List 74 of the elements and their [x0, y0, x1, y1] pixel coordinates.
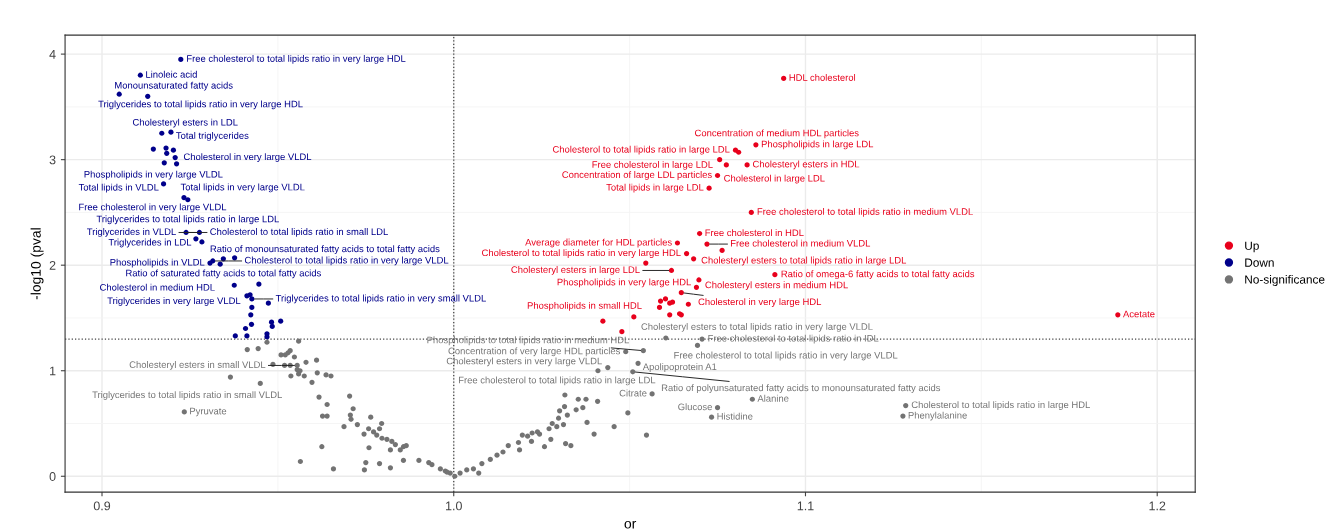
annotation: Total lipids in large LDL — [606, 183, 704, 193]
annotation: Triglycerides in LDL — [108, 238, 192, 248]
y-tick-label: 2 — [49, 260, 56, 270]
annotation: Cholesteryl esters to total lipids ratio in large LDL — [701, 256, 907, 266]
x-axis-title: or — [624, 520, 637, 529]
y-tick-label: 0 — [49, 472, 56, 481]
annotation: Alanine — [757, 394, 789, 402]
y-axis-title: -log10 (pval — [30, 228, 44, 300]
annotation: Concentration of medium HDL particles — [695, 129, 859, 139]
annotation: Free cholesterol in very large VLDL — [79, 203, 227, 213]
annotation: Free cholesterol to total lipids ratio in very large HDL — [187, 54, 406, 64]
annotation: Free cholesterol to total lipids ratio in large LDL — [459, 376, 656, 386]
annotation: Average diameter for HDL particles — [525, 238, 672, 248]
annotation: Total lipids in VLDL — [78, 183, 159, 193]
x-tick-label: 1.2 — [1149, 501, 1166, 511]
annotation: Cholesteryl esters in very large VLDL — [446, 357, 602, 367]
annotation: Cholesterol in medium HDL — [100, 283, 215, 291]
annotation: Ratio of polyunsaturated fatty acids to monounsaturated fatty acids — [661, 384, 941, 394]
legend-label: No-significance — [1245, 275, 1325, 287]
annotation: Cholesterol to total lipids ratio in very large HDL — [482, 249, 681, 258]
annotation: Cholesterol to total lipids ratio in small LDL — [210, 228, 388, 237]
annotation: Ratio of saturated fatty acids to total fatty acids — [126, 269, 321, 279]
y-tick-label: 4 — [49, 50, 56, 59]
x-tick-label: 1.1 — [797, 501, 814, 511]
annotation: Free cholesterol in medium VLDL — [731, 239, 871, 247]
annotation: Triglycerides in very large VLDL — [107, 297, 241, 306]
annotation: Ratio of omega-6 fatty acids to total fatty acids — [781, 270, 975, 280]
annotation: Total triglycerides — [176, 132, 249, 141]
annotation: Cholesterol in large LDL — [724, 174, 825, 184]
annotation: Triglycerides to total lipids ratio in large LDL — [96, 215, 279, 225]
annotation: Cholesterol to total lipids ratio in very large VLDL — [244, 256, 449, 266]
annotation: Free cholesterol in HDL — [705, 229, 804, 237]
x-tick-label: 0.9 — [93, 501, 111, 511]
annotation: Phospholipids in very large VLDL — [84, 170, 223, 180]
annotation: Concentration of large LDL particles — [562, 171, 712, 180]
annotation: Cholesteryl esters in large LDL — [511, 266, 640, 275]
annotation: Acetate — [1123, 310, 1155, 318]
annotation: Free cholesterol in large LDL — [592, 160, 713, 170]
annotation: Triglycerides to total lipids ratio in small VLDL — [92, 391, 282, 400]
x-tick-label: 1.0 — [446, 501, 462, 511]
annotation: Citrate — [619, 389, 647, 397]
annotation: Phospholipids in VLDL — [110, 258, 205, 268]
annotation: HDL cholesterol — [789, 73, 856, 81]
annotation: Monounsaturated fatty acids — [115, 81, 233, 91]
annotation: Cholesteryl esters in HDL — [752, 160, 860, 170]
annotation: Pyruvate — [190, 407, 227, 417]
annotation: Cholesteryl esters in LDL — [132, 118, 238, 128]
annotation: Cholesterol in very large VLDL — [183, 153, 312, 162]
annotation: Triglycerides to total lipids ratio in very small VLDL — [275, 294, 486, 304]
legend-label: Up — [1245, 241, 1259, 253]
annotation: Glucose — [678, 403, 712, 411]
annotation: Apolipoprotein A1 — [642, 363, 717, 372]
annotation: Phospholipids in very large HDL — [557, 278, 691, 288]
annotation: Cholesteryl esters to total lipids ratio in very large VLDL — [641, 323, 873, 332]
annotation: Total lipids in very large VLDL — [180, 183, 305, 193]
annotation: Ratio of monounsaturated fatty acids to total fatty acids — [210, 245, 440, 255]
y-tick-label: 1 — [50, 366, 56, 376]
annotation: Phospholipids in small HDL — [527, 301, 642, 311]
annotation: Cholesteryl esters in small VLDL — [129, 361, 266, 370]
annotation: Cholesterol to total lipids ratio in large HDL — [911, 401, 1090, 410]
annotation: Triglycerides to total lipids ratio in very large HDL — [98, 100, 303, 110]
y-tick-label: 3 — [49, 155, 56, 165]
annotation: Linoleic acid — [146, 70, 197, 78]
annotation: Free cholesterol to total lipids ratio in medium VLDL — [757, 208, 973, 217]
annotation: Cholesterol to total lipids ratio in large LDL — [552, 145, 730, 155]
annotation: Triglycerides in VLDL — [87, 228, 176, 237]
annotation: Phenylalanine — [908, 411, 967, 421]
legend-label: Down — [1245, 258, 1274, 267]
annotation: Phospholipids in large LDL — [761, 140, 874, 150]
annotation: Histidine — [717, 412, 753, 420]
annotation: Cholesterol in very large HDL — [698, 298, 822, 307]
annotation: Free cholesterol to total lipids ratio in very large VLDL — [674, 351, 898, 361]
annotation: Concentration of very large HDL particles — [448, 347, 621, 357]
annotation: Cholesteryl esters in medium HDL — [705, 281, 848, 291]
